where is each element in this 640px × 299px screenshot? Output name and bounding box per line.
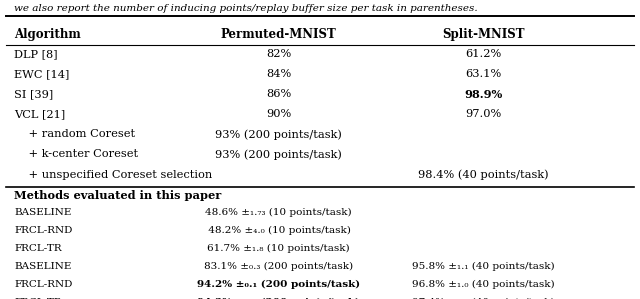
Text: 86%: 86% (266, 89, 291, 99)
Text: 98.9%: 98.9% (464, 89, 502, 100)
Text: DLP [8]: DLP [8] (14, 49, 58, 59)
Text: 94.3% ±₀.₁ (200 points/task): 94.3% ±₀.₁ (200 points/task) (197, 298, 360, 299)
Text: we also report the number of inducing points/replay buffer size per task in pare: we also report the number of inducing po… (14, 4, 477, 13)
Text: 95.8% ±₁.₁ (40 points/task): 95.8% ±₁.₁ (40 points/task) (412, 262, 554, 271)
Text: Algorithm: Algorithm (14, 28, 81, 41)
Text: 94.2% ±₀.₁ (200 points/task): 94.2% ±₀.₁ (200 points/task) (197, 280, 360, 289)
Text: 93% (200 points/task): 93% (200 points/task) (215, 129, 342, 140)
Text: 98.4% (40 points/task): 98.4% (40 points/task) (418, 170, 548, 180)
Text: 84%: 84% (266, 69, 291, 79)
Text: 96.8% ±₁.₀ (40 points/task): 96.8% ±₁.₀ (40 points/task) (412, 280, 554, 289)
Text: 82%: 82% (266, 49, 291, 59)
Text: 93% (200 points/task): 93% (200 points/task) (215, 150, 342, 160)
Text: 61.2%: 61.2% (465, 49, 501, 59)
Text: BASELINE: BASELINE (14, 208, 72, 217)
Text: 90%: 90% (266, 109, 291, 119)
Text: 97.4% ±₀.₆ (40 points/task): 97.4% ±₀.₆ (40 points/task) (412, 298, 554, 299)
Text: FRCL-RND: FRCL-RND (14, 226, 72, 235)
Text: + unspecified Coreset selection: + unspecified Coreset selection (14, 170, 212, 179)
Text: Methods evaluated in this paper: Methods evaluated in this paper (14, 190, 221, 201)
Text: Split-MNIST: Split-MNIST (442, 28, 524, 41)
Text: SI [39]: SI [39] (14, 89, 53, 99)
Text: EWC [14]: EWC [14] (14, 69, 70, 79)
Text: 48.2% ±₄.₀ (10 points/task): 48.2% ±₄.₀ (10 points/task) (205, 226, 351, 235)
Text: 63.1%: 63.1% (465, 69, 501, 79)
Text: 48.6% ±₁.₇₃ (10 points/task): 48.6% ±₁.₇₃ (10 points/task) (205, 208, 352, 217)
Text: + random Coreset: + random Coreset (14, 129, 135, 139)
Text: + k-center Coreset: + k-center Coreset (14, 150, 138, 159)
Text: FRCL-TR: FRCL-TR (14, 244, 61, 253)
Text: 83.1% ±₀.₃ (200 points/task): 83.1% ±₀.₃ (200 points/task) (204, 262, 353, 271)
Text: FRCL-TR: FRCL-TR (14, 298, 61, 299)
Text: VCL [21]: VCL [21] (14, 109, 65, 119)
Text: FRCL-RND: FRCL-RND (14, 280, 72, 289)
Text: 61.7% ±₁.₈ (10 points/task): 61.7% ±₁.₈ (10 points/task) (207, 244, 349, 253)
Text: 97.0%: 97.0% (465, 109, 501, 119)
Text: BASELINE: BASELINE (14, 262, 72, 271)
Text: Permuted-MNIST: Permuted-MNIST (221, 28, 336, 41)
